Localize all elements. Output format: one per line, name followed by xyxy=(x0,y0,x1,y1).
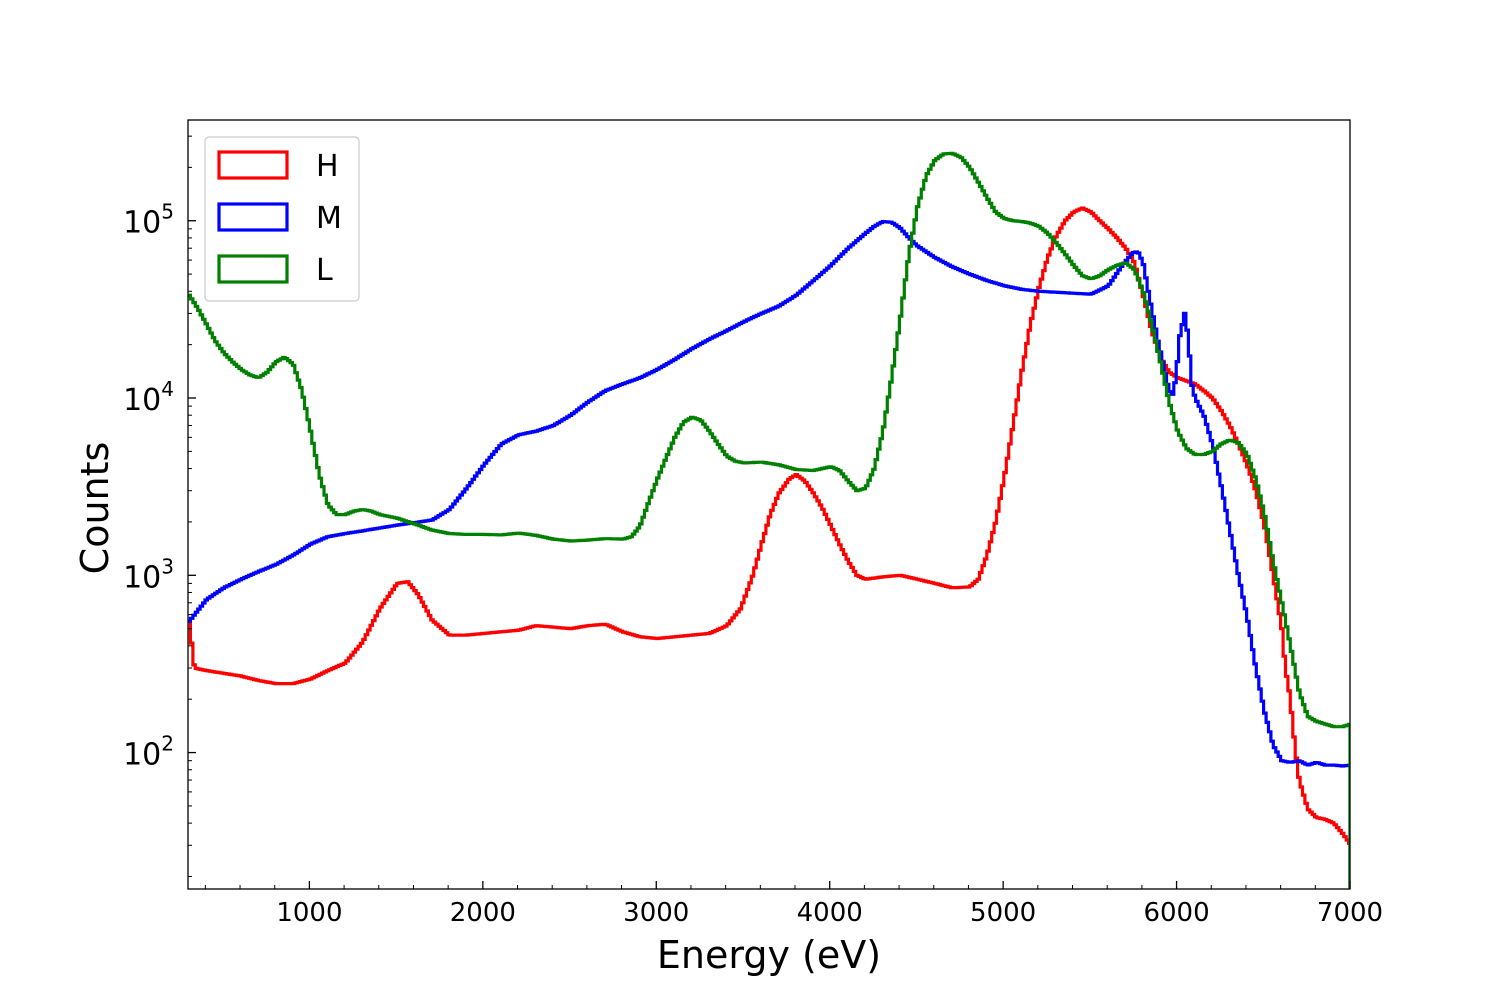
legend-label-H: H xyxy=(316,149,339,184)
x-tick-label: 5000 xyxy=(970,898,1036,928)
x-axis-ticks: 1000 2000 3000 4000 5000 6000 7000 xyxy=(204,881,1383,928)
plot-frame xyxy=(187,119,1351,890)
legend: HML xyxy=(204,136,360,302)
x-tick-label: 3000 xyxy=(623,898,689,928)
y-tick-label: 103 xyxy=(123,554,174,595)
y-axis-title: Counts xyxy=(73,442,117,575)
legend-swatch-L xyxy=(217,254,289,284)
x-tick-label: 4000 xyxy=(797,898,863,928)
legend-swatch-M xyxy=(217,202,289,232)
plot-area xyxy=(188,120,1350,889)
legend-swatch-H xyxy=(217,150,289,180)
series-line-L xyxy=(188,151,1350,889)
series-line-M xyxy=(188,220,1350,889)
y-tick-label: 104 xyxy=(123,377,174,418)
legend-label-M: M xyxy=(316,201,342,236)
x-tick-label: 1000 xyxy=(276,898,342,928)
legend-label-L: L xyxy=(316,253,333,288)
series-layer xyxy=(188,151,1350,889)
x-tick-label: 7000 xyxy=(1317,898,1383,928)
y-tick-label: 102 xyxy=(123,732,174,773)
x-tick-label: 6000 xyxy=(1143,898,1209,928)
x-tick-label: 2000 xyxy=(450,898,516,928)
y-axis-ticks: 102 103 104 105 xyxy=(123,135,196,877)
y-tick-label: 105 xyxy=(123,200,174,241)
x-axis-title: Energy (eV) xyxy=(657,933,881,977)
